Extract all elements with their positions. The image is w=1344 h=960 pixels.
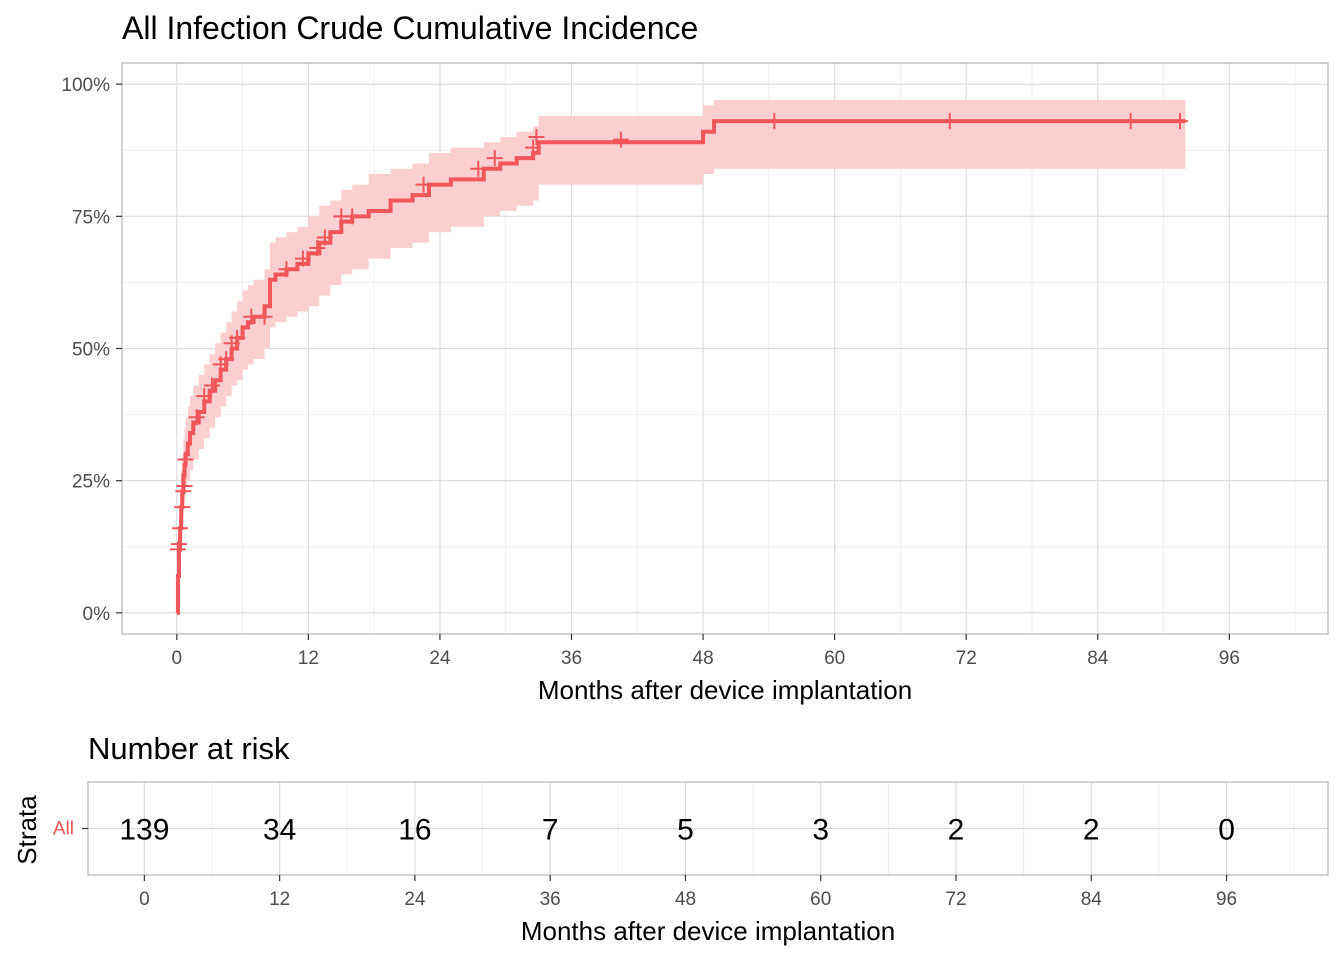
censor-mark bbox=[766, 113, 783, 130]
y-tick-label: 100% bbox=[61, 75, 110, 96]
x-tick-label: 24 bbox=[429, 648, 451, 669]
censor-mark bbox=[528, 129, 545, 146]
confidence-band-area bbox=[176, 100, 1186, 613]
censor-mark bbox=[196, 388, 213, 405]
risk-x-tick-label: 72 bbox=[945, 889, 966, 910]
censor-mark bbox=[172, 520, 189, 537]
risk-count: 139 bbox=[119, 814, 169, 847]
risk-count: 2 bbox=[948, 814, 965, 847]
x-tick-label: 60 bbox=[824, 648, 845, 669]
risk-count: 16 bbox=[398, 814, 431, 847]
censor-mark bbox=[171, 536, 188, 553]
risk-count: 5 bbox=[677, 814, 694, 847]
censor-mark bbox=[525, 139, 542, 156]
censor-mark bbox=[203, 377, 220, 394]
censor-mark bbox=[218, 351, 235, 368]
confidence-band bbox=[176, 100, 1186, 613]
censor-mark bbox=[612, 131, 629, 148]
risk-x-tick-label: 24 bbox=[404, 889, 426, 910]
risk-gridlines bbox=[88, 782, 1328, 875]
censor-mark bbox=[256, 308, 273, 325]
x-axis-ticks: 0 12 24 36 48 60 72 84 96 bbox=[172, 634, 1240, 669]
strata-label-all: All bbox=[53, 819, 74, 840]
censor-mark bbox=[229, 329, 246, 346]
risk-x-tick-label: 48 bbox=[675, 889, 696, 910]
censor-mark bbox=[316, 229, 333, 246]
censor-mark bbox=[344, 208, 361, 225]
risk-values: 139 34 16 7 5 3 2 2 0 bbox=[119, 814, 1235, 847]
risk-x-tick-label: 60 bbox=[810, 889, 831, 910]
censor-mark bbox=[278, 261, 295, 278]
risk-count: 7 bbox=[542, 814, 559, 847]
risk-count: 3 bbox=[812, 814, 829, 847]
risk-x-tick-label: 84 bbox=[1081, 889, 1103, 910]
risk-x-axis-ticks: 0 12 24 36 48 60 72 84 96 bbox=[139, 875, 1237, 910]
censor-marks bbox=[169, 113, 1188, 558]
x-axis-title: Months after device implantation bbox=[538, 675, 912, 705]
y-axis-ticks: 0% 25% 50% 75% 100% bbox=[61, 75, 122, 625]
censor-mark bbox=[177, 451, 194, 468]
x-tick-label: 72 bbox=[956, 648, 977, 669]
censor-mark bbox=[176, 477, 193, 494]
strata-labels: All bbox=[53, 819, 88, 840]
y-tick-label: 25% bbox=[72, 472, 110, 493]
x-tick-label: 84 bbox=[1087, 648, 1109, 669]
censor-mark bbox=[1122, 113, 1139, 130]
risk-count: 0 bbox=[1218, 814, 1235, 847]
risk-x-tick-label: 0 bbox=[139, 889, 150, 910]
x-tick-label: 0 bbox=[172, 648, 183, 669]
censor-mark bbox=[309, 240, 326, 257]
chart-title: All Infection Crude Cumulative Incidence bbox=[122, 10, 698, 46]
x-tick-label: 96 bbox=[1219, 648, 1240, 669]
y-tick-label: 75% bbox=[72, 207, 110, 228]
censor-mark bbox=[174, 499, 191, 516]
x-tick-label: 36 bbox=[561, 648, 582, 669]
risk-table-title: Number at risk bbox=[88, 731, 290, 766]
risk-table-panel: 139 34 16 7 5 3 2 2 0 bbox=[87, 781, 1329, 876]
censor-mark bbox=[415, 176, 432, 193]
censor-mark bbox=[941, 113, 958, 130]
risk-x-tick-label: 12 bbox=[269, 889, 290, 910]
y-tick-label: 50% bbox=[72, 340, 110, 361]
risk-x-tick-label: 96 bbox=[1216, 889, 1237, 910]
risk-x-axis-title: Months after device implantation bbox=[521, 916, 895, 946]
strata-axis-title: Strata bbox=[12, 795, 42, 865]
risk-count: 2 bbox=[1083, 814, 1100, 847]
risk-count: 34 bbox=[263, 814, 296, 847]
censor-mark bbox=[486, 150, 503, 167]
censor-mark bbox=[1171, 113, 1188, 130]
risk-x-tick-label: 36 bbox=[540, 889, 561, 910]
x-tick-label: 12 bbox=[298, 648, 319, 669]
x-tick-label: 48 bbox=[693, 648, 714, 669]
censor-mark bbox=[470, 160, 487, 177]
cumulative-incidence-panel bbox=[121, 62, 1329, 635]
y-tick-label: 0% bbox=[83, 604, 111, 625]
censor-mark bbox=[188, 409, 205, 426]
censor-mark bbox=[294, 250, 311, 267]
